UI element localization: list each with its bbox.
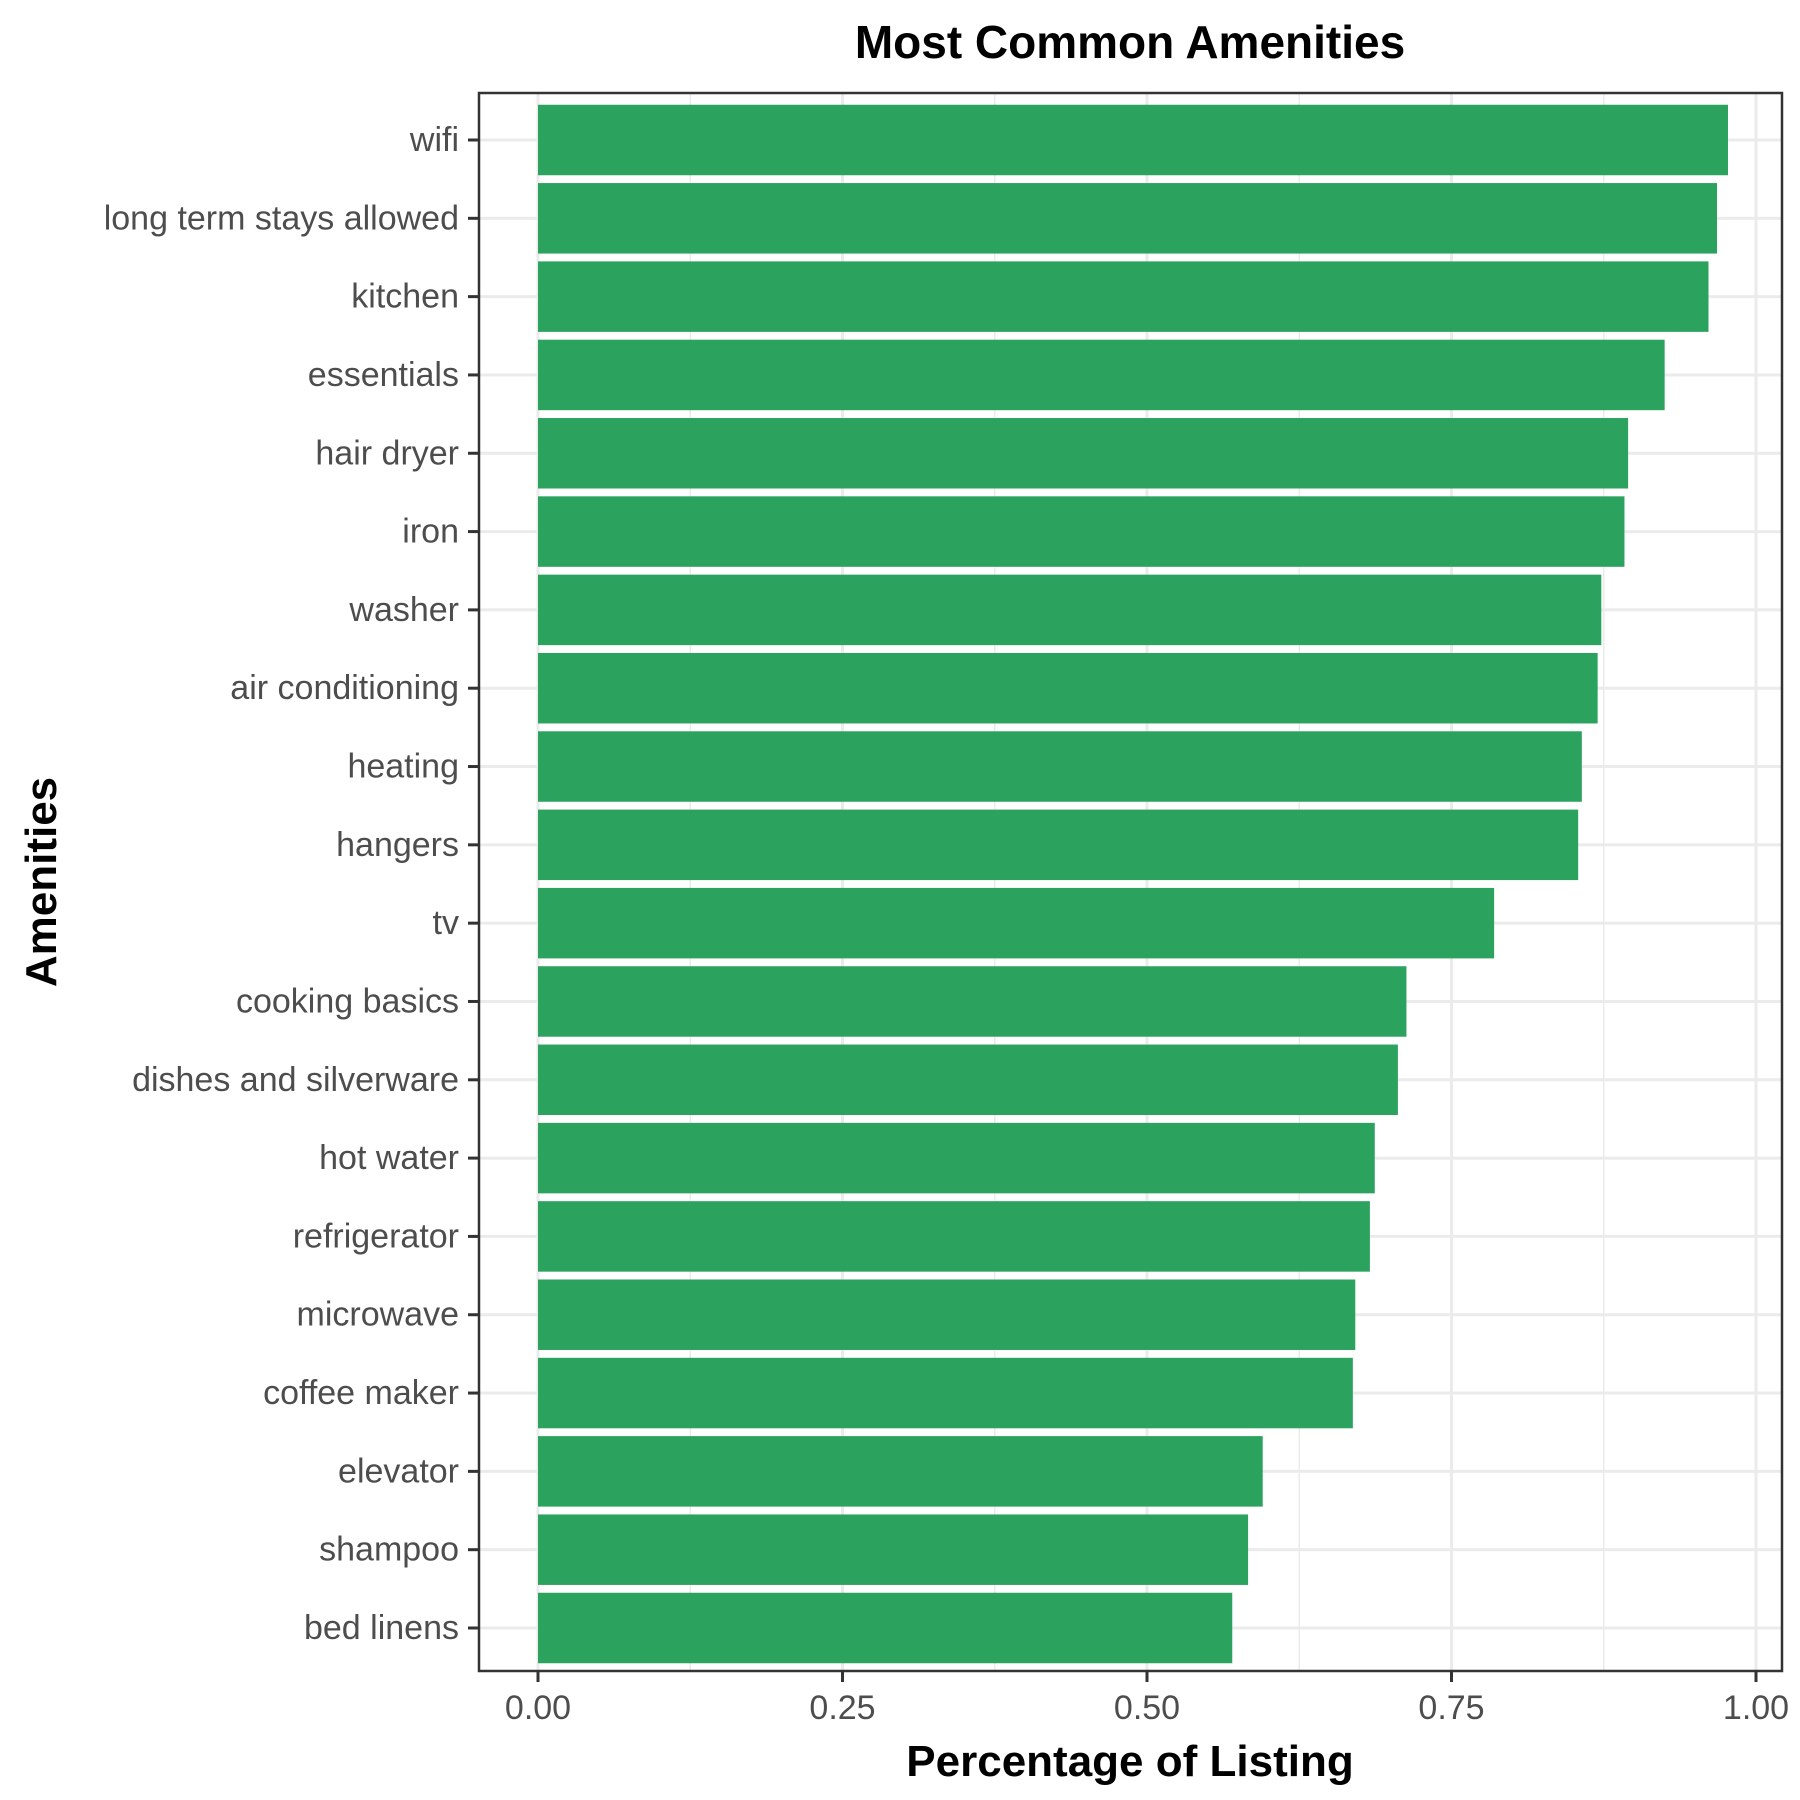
bar — [538, 1044, 1398, 1116]
y-tick-label: hair dryer — [315, 434, 459, 472]
bar — [538, 1201, 1370, 1272]
y-tick-label: kitchen — [351, 278, 459, 316]
x-axis: 0.00 0.25 0.50 0.75 1.00 — [505, 1671, 1789, 1727]
bar — [538, 1279, 1356, 1350]
x-tick-label: 0.00 — [505, 1689, 571, 1727]
bar — [538, 574, 1602, 646]
bar — [538, 104, 1728, 176]
y-tick-label: air conditioning — [230, 669, 459, 707]
y-tick-label: washer — [348, 591, 459, 629]
y-tick-label: tv — [433, 904, 459, 942]
bar — [538, 1514, 1249, 1585]
bar — [538, 496, 1625, 567]
y-tick-label: hangers — [336, 826, 459, 864]
y-tick-label: microwave — [297, 1296, 459, 1334]
bar — [538, 183, 1718, 254]
x-tick-label: 1.00 — [1723, 1689, 1789, 1727]
bar — [538, 1592, 1233, 1664]
panel-border — [477, 91, 1784, 1673]
bars — [538, 104, 1728, 1664]
x-tick-label: 0.75 — [1418, 1689, 1484, 1727]
chart-title: Most Common Amenities — [855, 16, 1405, 68]
bar — [538, 652, 1598, 724]
y-tick-label: refrigerator — [293, 1217, 459, 1255]
bar — [538, 887, 1495, 959]
y-tick-label: cooking basics — [236, 982, 459, 1020]
bar — [538, 339, 1665, 411]
y-tick-label: wifi — [409, 121, 459, 159]
y-axis-title: Amenities — [17, 777, 66, 987]
y-axis: wifi long term stays allowed kitchen essent… — [104, 121, 479, 1647]
y-tick-label: coffee maker — [263, 1374, 459, 1412]
x-axis-title: Percentage of Listing — [906, 1737, 1353, 1786]
bar — [538, 1436, 1263, 1507]
y-tick-label: elevator — [338, 1452, 459, 1490]
bar — [538, 261, 1709, 332]
y-tick-label: heating — [347, 748, 459, 786]
y-tick-label: bed linens — [304, 1609, 459, 1647]
bar — [538, 1122, 1375, 1194]
bar — [538, 731, 1582, 802]
bar — [538, 809, 1579, 881]
x-tick-label: 0.50 — [1114, 1689, 1180, 1727]
bar — [538, 1357, 1353, 1429]
bar — [538, 418, 1629, 489]
y-tick-label: long term stays allowed — [104, 199, 459, 237]
bar — [538, 966, 1407, 1037]
x-tick-label: 0.25 — [809, 1689, 875, 1727]
y-tick-label: dishes and silverware — [132, 1061, 459, 1099]
y-tick-label: essentials — [308, 356, 459, 394]
y-tick-label: iron — [402, 513, 459, 551]
y-tick-label: shampoo — [319, 1531, 459, 1569]
y-tick-label: hot water — [319, 1139, 459, 1177]
